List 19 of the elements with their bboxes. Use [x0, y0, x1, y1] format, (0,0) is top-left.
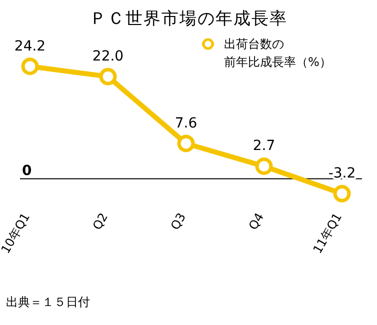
legend-label: 出荷台数の前年比成長率（%） [224, 37, 332, 69]
source-note: 出典＝１５日付 [6, 295, 90, 309]
x-tick-label: 11年Q1 [310, 210, 345, 256]
x-tick-label: 10年Q1 [0, 210, 33, 256]
point [333, 184, 351, 202]
point [177, 134, 195, 152]
point [255, 157, 273, 175]
data-label: 7.6 [174, 115, 198, 132]
x-tick-label: Q2 [90, 210, 111, 232]
ref-line-label: 0 [22, 162, 32, 179]
data-label: 2.7 [252, 138, 276, 154]
x-tick-label: Q3 [168, 210, 189, 232]
x-tick-label: Q4 [246, 210, 267, 232]
data-label: 24.2 [14, 38, 46, 54]
point [99, 68, 117, 86]
point [21, 58, 39, 76]
data-label: -3.2 [328, 166, 356, 182]
data-label: 22.0 [92, 48, 124, 65]
chart-title: ＰＣ世界市場の年成長率 [90, 9, 288, 29]
